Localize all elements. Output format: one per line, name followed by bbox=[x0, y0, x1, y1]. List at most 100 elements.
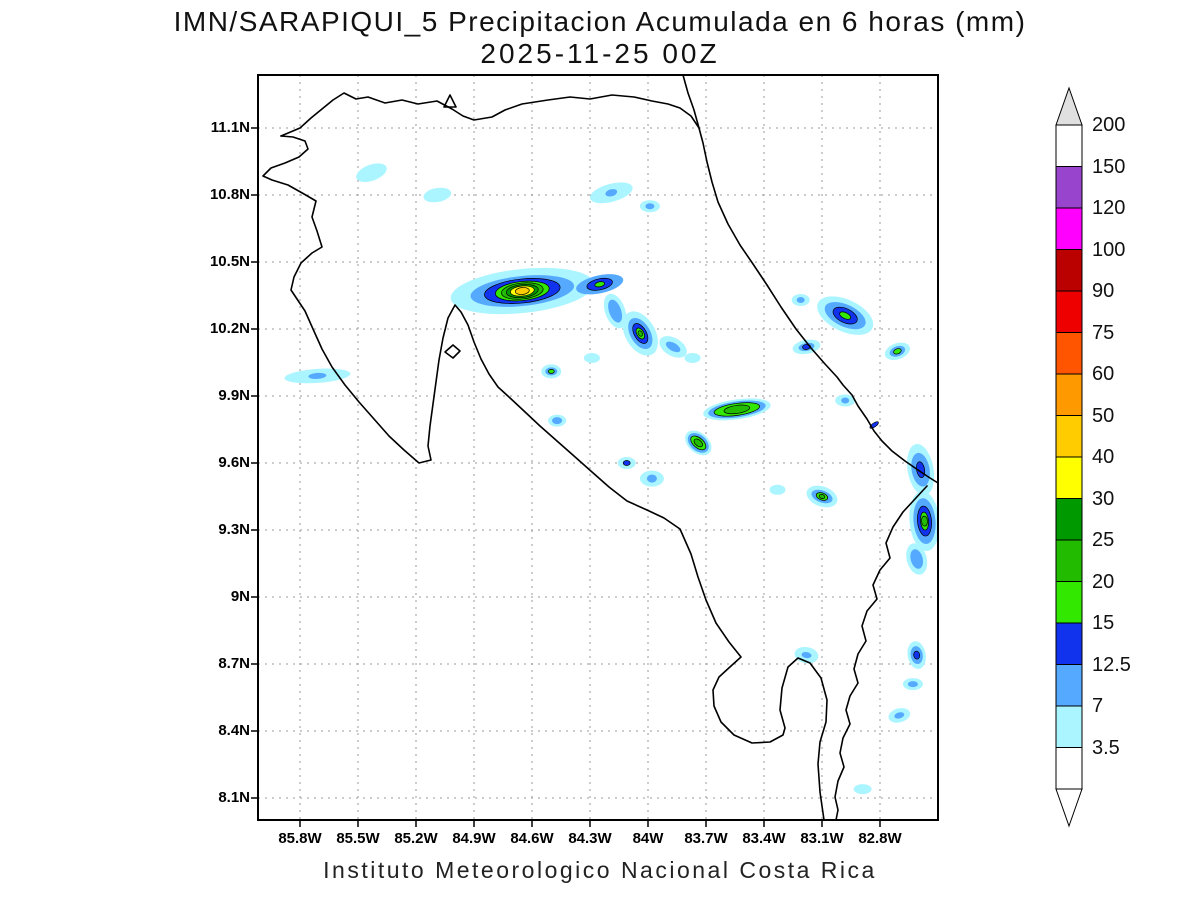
precip-cell bbox=[884, 342, 910, 361]
colorbar-tick-label: 60 bbox=[1092, 363, 1115, 385]
precip-cell bbox=[576, 274, 624, 295]
y-tick-label: 10.2N bbox=[209, 320, 250, 337]
x-tick-label: 82.8W bbox=[858, 830, 902, 847]
precip-cell bbox=[791, 294, 810, 306]
precip-cell bbox=[622, 311, 658, 356]
precip-cell bbox=[906, 543, 928, 575]
precip-cell bbox=[356, 163, 387, 182]
precip-cell bbox=[639, 200, 660, 213]
precipitation-shading bbox=[284, 163, 937, 795]
precip-cell bbox=[902, 678, 923, 691]
colorbar-over-arrow bbox=[1055, 86, 1083, 126]
y-tick-label: 9N bbox=[230, 588, 250, 605]
x-tick-label: 83.1W bbox=[800, 830, 844, 847]
precip-cell bbox=[907, 641, 926, 669]
precip-cell bbox=[589, 182, 633, 204]
x-tick-label: 84.6W bbox=[510, 830, 554, 847]
colorbar-segment bbox=[1055, 332, 1083, 375]
colorbar-tick-label: 40 bbox=[1092, 446, 1115, 468]
colorbar-segment bbox=[1055, 249, 1083, 292]
colorbar-tick-label: 150 bbox=[1092, 155, 1126, 178]
colorbar-segment bbox=[1055, 747, 1083, 790]
colorbar-segment bbox=[1055, 456, 1083, 499]
x-tick-label: 85.2W bbox=[394, 830, 438, 847]
precip-cell bbox=[853, 784, 872, 795]
axis-ticks bbox=[251, 127, 881, 827]
precip-cell bbox=[284, 368, 351, 384]
colorbar-segment bbox=[1055, 622, 1083, 665]
colorbar-tick-label: 15 bbox=[1092, 612, 1115, 634]
coastline-path bbox=[682, 74, 700, 129]
precip-cell bbox=[423, 187, 452, 203]
coastline-path bbox=[444, 344, 461, 359]
precip-cell bbox=[548, 414, 567, 427]
plot-frame bbox=[257, 74, 939, 821]
gridlines bbox=[258, 75, 938, 820]
figure-subtitle: 2025-11-25 00Z bbox=[480, 38, 720, 69]
precip-cell bbox=[639, 470, 664, 487]
precip-cell bbox=[907, 443, 935, 496]
colorbar-tick-label: 30 bbox=[1092, 487, 1115, 510]
colorbar-tick-label: 90 bbox=[1092, 280, 1115, 302]
colorbar-tick-label: 120 bbox=[1092, 197, 1126, 219]
coastline-path bbox=[280, 92, 939, 484]
y-tick-label: 8.7N bbox=[218, 655, 250, 672]
x-tick-label: 85.8W bbox=[278, 830, 322, 847]
colorbar-tick-label: 25 bbox=[1092, 529, 1115, 551]
colorbar-segment bbox=[1055, 207, 1083, 250]
figure-footer: Instituto Meteorologico Nacional Costa R… bbox=[323, 857, 877, 883]
colorbar-segment bbox=[1055, 539, 1083, 582]
colorbar-tick-label: 100 bbox=[1092, 238, 1126, 261]
x-tick-label: 84.3W bbox=[568, 830, 612, 847]
y-tick-label: 10.8N bbox=[209, 186, 250, 203]
colorbar-tick-label: 75 bbox=[1092, 321, 1115, 344]
precip-cell bbox=[541, 364, 562, 379]
colorbar-segment bbox=[1055, 373, 1083, 416]
precip-cell bbox=[909, 491, 937, 552]
precip-cell bbox=[659, 336, 687, 358]
precip-cell bbox=[792, 339, 821, 355]
precip-cell bbox=[703, 398, 771, 421]
coastline bbox=[262, 74, 939, 821]
colorbar-tick-label: 50 bbox=[1092, 404, 1115, 427]
colorbar-tick-label: 200 bbox=[1092, 114, 1126, 136]
coastline-path bbox=[834, 485, 928, 821]
x-tick-label: 84.9W bbox=[452, 830, 496, 847]
y-tick-label: 9.9N bbox=[218, 387, 250, 404]
colorbar-segment bbox=[1055, 498, 1083, 541]
colorbar-segment bbox=[1055, 166, 1083, 209]
colorbar-segment bbox=[1055, 664, 1083, 707]
y-tick-label: 11.1N bbox=[210, 119, 250, 136]
colorbar-tick-label: 12.5 bbox=[1092, 653, 1131, 676]
colorbar-under-arrow bbox=[1055, 788, 1083, 828]
colorbar-tick-label: 7 bbox=[1092, 695, 1104, 717]
colorbar bbox=[1055, 86, 1083, 828]
precip-cell bbox=[684, 353, 701, 363]
x-tick-label: 85.5W bbox=[336, 830, 380, 847]
y-tick-label: 8.1N bbox=[218, 789, 250, 806]
colorbar-tick-label: 3.5 bbox=[1092, 736, 1120, 759]
colorbar-segment bbox=[1055, 705, 1083, 748]
y-tick-label: 8.4N bbox=[218, 722, 250, 739]
precip-cell bbox=[806, 485, 838, 508]
precip-cell bbox=[817, 296, 874, 335]
colorbar-segment bbox=[1055, 124, 1083, 167]
precip-cell bbox=[583, 353, 600, 363]
precip-cell bbox=[769, 484, 786, 495]
precip-cell bbox=[603, 293, 627, 329]
precip-cell bbox=[835, 394, 856, 407]
coastline-path bbox=[262, 135, 828, 821]
y-tick-label: 9.6N bbox=[218, 454, 250, 471]
precip-cell bbox=[450, 267, 594, 315]
y-tick-label: 10.5N bbox=[209, 253, 250, 270]
y-tick-label: 9.3N bbox=[218, 521, 250, 538]
colorbar-tick-label: 20 bbox=[1092, 570, 1115, 593]
colorbar-segment bbox=[1055, 415, 1083, 458]
colorbar-segment bbox=[1055, 290, 1083, 333]
figure-title: IMN/SARAPIQUI_5 Precipitacion Acumulada … bbox=[173, 6, 1027, 37]
x-tick-label: 83.4W bbox=[742, 830, 786, 847]
precip-cell bbox=[617, 457, 636, 469]
precip-cell bbox=[888, 708, 911, 723]
